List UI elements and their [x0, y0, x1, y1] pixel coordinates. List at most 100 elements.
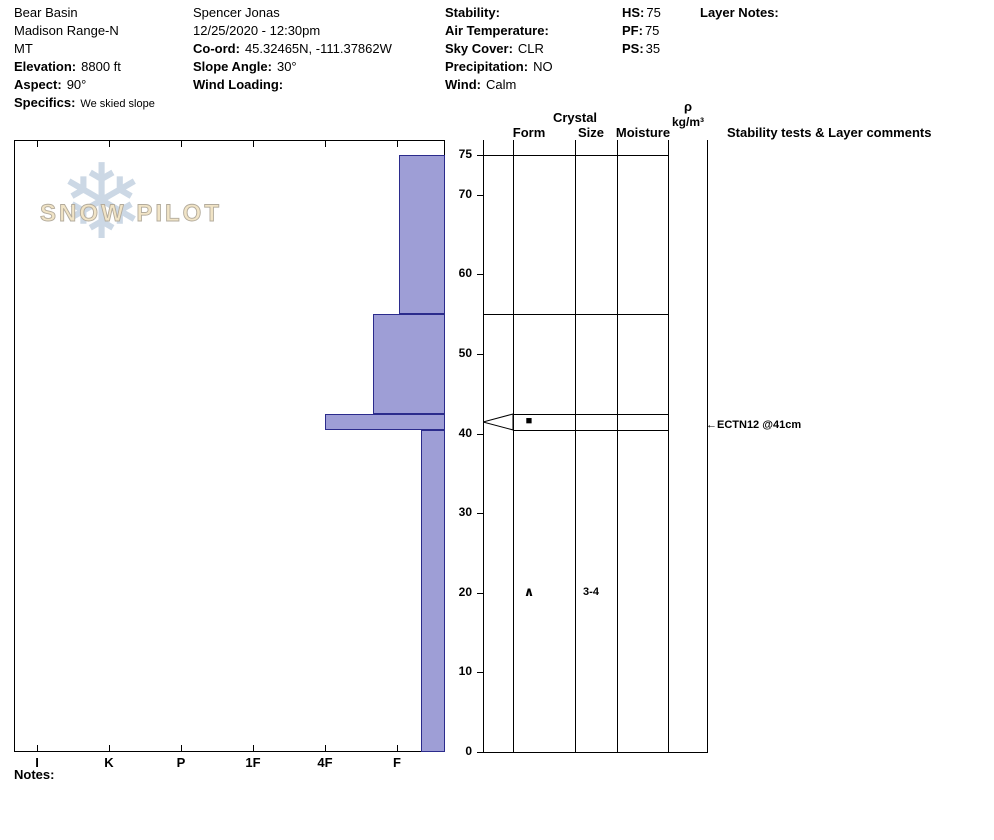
crystal-header: Crystal — [552, 110, 598, 125]
hardness-tick-bottom — [181, 745, 182, 751]
slope-angle-row: Slope Angle: 30° — [193, 58, 392, 76]
site-name: Bear Basin — [14, 5, 78, 20]
form-header: Form — [512, 125, 546, 140]
hardness-tick-bottom — [109, 745, 110, 751]
weak-layer-flag-icon — [483, 413, 514, 431]
depth-tick — [477, 513, 483, 515]
crystal-size-value: 3-4 — [583, 585, 599, 598]
aspect-value: 90° — [66, 77, 87, 92]
hardness-tick-top — [181, 141, 182, 147]
column-line — [483, 140, 484, 752]
elevation-value: 8800 ft — [81, 59, 121, 74]
hardness-tick-top — [253, 141, 254, 147]
wind-loading-row: Wind Loading: — [193, 76, 392, 94]
hardness-axis-label: 4F — [317, 755, 333, 770]
observer-name: Spencer Jonas — [193, 5, 280, 20]
air-temp-row: Air Temperature: — [445, 22, 554, 40]
specifics-row: Specifics: We skied slope — [14, 94, 155, 113]
pf-row: PF: 75 — [622, 22, 661, 40]
precip-value: NO — [533, 59, 553, 74]
weather-info-column: Stability: Air Temperature: Sky Cover: CL… — [445, 4, 554, 94]
aspect-row: Aspect: 90° — [14, 76, 155, 94]
site-range: Madison Range-N — [14, 23, 119, 38]
sky-cover-row: Sky Cover: CLR — [445, 40, 554, 58]
layer-bar — [373, 314, 445, 414]
depth-axis-label: 30 — [458, 505, 472, 520]
wind-value: Calm — [485, 77, 517, 92]
air-temp-label: Air Temperature: — [445, 23, 549, 38]
layer-notes-label: Layer Notes: — [700, 5, 779, 20]
hardness-chart-frame — [14, 140, 445, 752]
ps-value: 35 — [645, 41, 661, 56]
sky-cover-value: CLR — [517, 41, 544, 56]
depth-axis-label: 40 — [458, 425, 472, 440]
depth-axis-label: 0 — [465, 744, 472, 758]
layer-bar — [399, 155, 445, 315]
specifics-value: We skied slope — [80, 98, 155, 110]
comments-header: Stability tests & Layer comments — [727, 125, 932, 140]
column-line — [668, 140, 669, 752]
elevation-label: Elevation: — [14, 59, 77, 74]
depth-tick — [477, 194, 483, 196]
depth-tick — [477, 274, 483, 276]
depth-axis-label: 10 — [458, 664, 472, 679]
depth-axis-label: 60 — [458, 266, 472, 281]
hardness-axis-label: P — [176, 755, 186, 770]
layer-bar — [325, 413, 445, 430]
hardness-tick-top — [109, 141, 110, 147]
hardness-axis-label: F — [393, 755, 401, 770]
hs-label: HS: — [622, 5, 645, 20]
site-info-column: Bear Basin Madison Range-N MT Elevation:… — [14, 4, 155, 113]
columns-bottom-line — [483, 752, 708, 753]
moisture-header: Moisture — [615, 125, 671, 140]
hs-value: 75 — [646, 5, 661, 20]
hardness-axis-label: K — [104, 755, 114, 770]
depth-tick — [477, 354, 483, 355]
slope-angle-value: 30° — [276, 59, 297, 74]
site-state: MT — [14, 41, 33, 56]
hardness-tick-bottom — [397, 745, 398, 751]
layer-boundary-line — [513, 413, 668, 415]
pf-label: PF: — [622, 23, 643, 38]
layer-boundary-line — [483, 314, 668, 316]
depth-tick — [477, 752, 483, 753]
hardness-axis-label: I — [35, 755, 39, 770]
hardness-tick-bottom — [253, 745, 254, 751]
coord-value: 45.32465N, -111.37862W — [244, 41, 392, 56]
watermark-text: SNOW PILOT — [40, 200, 222, 228]
coord-label: Co-ord: — [193, 41, 240, 56]
column-line — [707, 140, 708, 752]
layer-bar — [421, 429, 445, 752]
size-header: Size — [577, 125, 604, 140]
hs-row: HS: 75 — [622, 4, 661, 22]
depth-tick — [477, 672, 483, 674]
ps-label: PS: — [622, 41, 644, 56]
density-units-header: kg/m³ — [671, 115, 704, 129]
depth-axis-label: 75 — [458, 147, 472, 161]
density-rho-header: ρ — [683, 99, 693, 114]
depth-tick — [477, 155, 483, 156]
depth-tick — [477, 592, 483, 594]
hardness-tick-bottom — [325, 745, 326, 751]
column-line — [617, 140, 618, 752]
precip-row: Precipitation: NO — [445, 58, 554, 76]
precip-label: Precipitation: — [445, 59, 529, 74]
hardness-axis-label: 1F — [245, 755, 261, 770]
wind-label: Wind: — [445, 77, 481, 92]
layer-boundary-line — [483, 155, 668, 156]
depth-axis-label: 70 — [458, 186, 472, 201]
snowpack-summary-column: HS: 75 PF: 75 PS: 35 — [622, 4, 661, 58]
hardness-tick-top — [37, 141, 38, 147]
wind-row: Wind: Calm — [445, 76, 554, 94]
slope-angle-label: Slope Angle: — [193, 59, 272, 74]
hardness-tick-top — [397, 141, 398, 147]
specifics-label: Specifics: — [14, 95, 76, 110]
pit-datetime: 12/25/2020 - 12:30pm — [193, 23, 321, 38]
column-line — [575, 140, 576, 752]
layer-comment: ←ECTN12 @41cm — [706, 418, 802, 431]
snowflake-icon: ❄ — [58, 141, 146, 263]
observer-info-column: Spencer Jonas 12/25/2020 - 12:30pm Co-or… — [193, 4, 392, 94]
crystal-form-symbol: ∧ — [523, 583, 535, 599]
depth-axis-label: 20 — [458, 584, 472, 599]
